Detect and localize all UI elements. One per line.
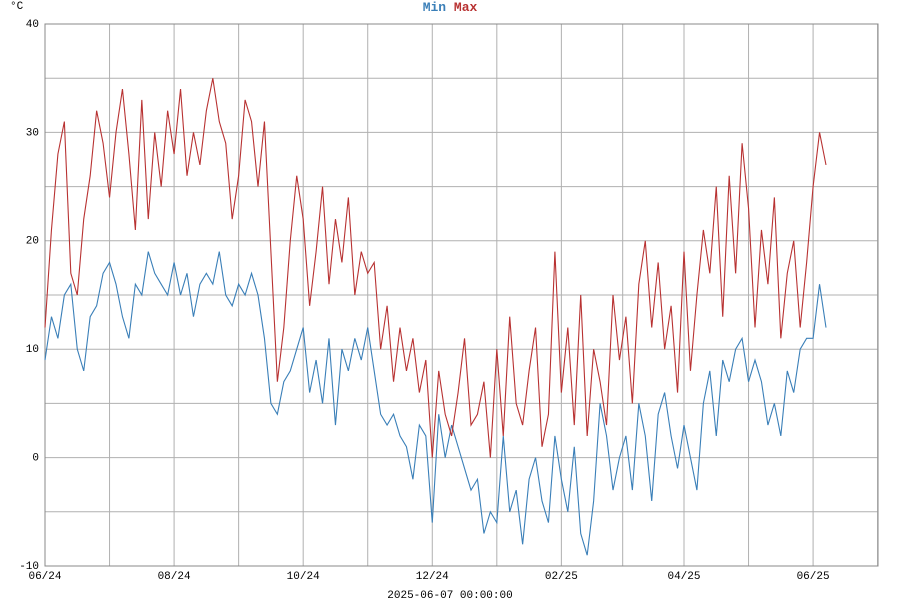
plot-border [44,23,879,567]
chart-title: Min Max [423,0,478,15]
x-tick-label: 06/24 [28,571,61,583]
x-tick-label: 04/25 [667,571,700,583]
x-tick-label: 06/25 [797,571,830,583]
x-tick-label: 10/24 [287,571,320,583]
y-tick-label: 20 [26,236,39,248]
y-tick-label: -10 [19,561,39,573]
y-tick-label: 30 [26,127,39,139]
series-line [44,78,827,458]
x-axis-label: 2025-06-07 00:00:00 [387,590,512,600]
x-tick-label: 08/24 [158,571,191,583]
y-tick-label: 10 [26,344,39,356]
title-min: Min [423,0,447,15]
x-tick-label: 12/24 [416,571,449,583]
series-line [44,251,827,556]
title-max: Max [454,0,478,15]
y-tick-label: 0 [32,453,39,465]
y-unit: °C [10,1,24,13]
x-tick-label: 02/25 [545,571,578,583]
y-tick-label: 40 [26,19,39,31]
